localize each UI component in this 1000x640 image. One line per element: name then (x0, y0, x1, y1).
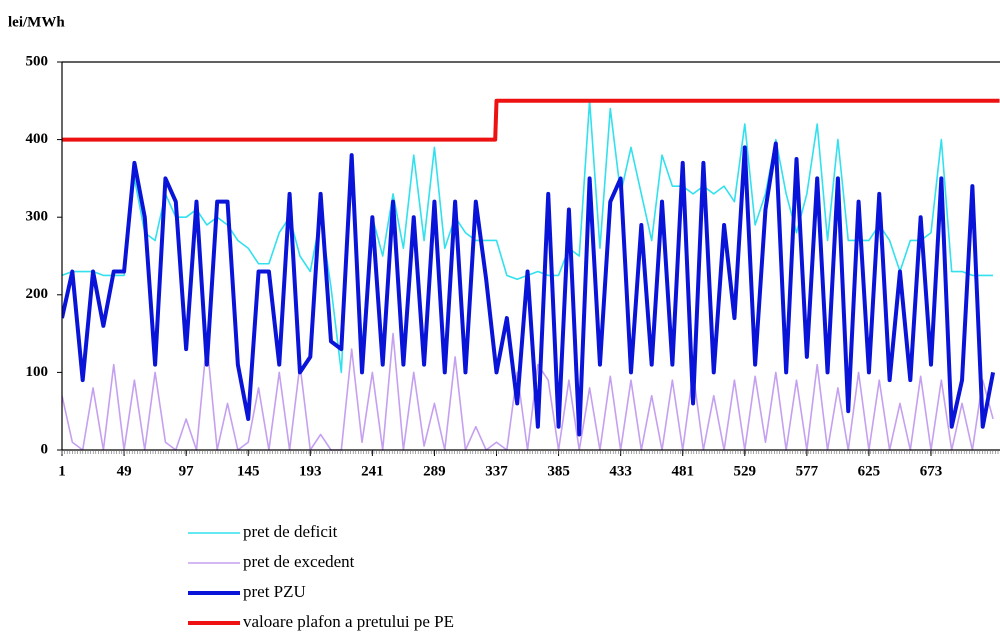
legend-label: valoare plafon a pretului pe PE (243, 612, 454, 631)
x-tick-label: 49 (117, 463, 132, 479)
y-tick-label: 400 (26, 131, 49, 147)
legend-label: pret de deficit (243, 522, 338, 541)
x-tick-label: 529 (734, 463, 757, 479)
series-line (62, 98, 1000, 142)
x-tick-label: 385 (547, 463, 570, 479)
x-tick-label: 577 (796, 463, 819, 479)
series-line (62, 141, 996, 437)
chart-title: lei/MWh (8, 14, 65, 30)
y-tick-label: 100 (26, 364, 49, 380)
x-tick-label: 1 (58, 463, 66, 479)
legend-label: pret de excedent (243, 552, 355, 571)
x-tick-label: 193 (299, 463, 322, 479)
series-line (62, 332, 994, 451)
y-tick-label: 500 (26, 53, 49, 69)
x-tick-label: 673 (920, 463, 943, 479)
x-tick-label: 337 (485, 463, 508, 479)
x-tick-label: 241 (361, 463, 384, 479)
x-tick-label: 289 (423, 463, 446, 479)
y-tick-label: 0 (41, 441, 49, 457)
x-tick-label: 97 (179, 463, 195, 479)
x-tick-label: 433 (609, 463, 632, 479)
x-tick-label: 481 (671, 463, 694, 479)
y-tick-label: 300 (26, 209, 49, 225)
legend-label: pret PZU (243, 582, 306, 601)
x-tick-label: 145 (237, 463, 260, 479)
x-tick-label: 625 (858, 463, 881, 479)
y-tick-label: 200 (26, 286, 49, 302)
